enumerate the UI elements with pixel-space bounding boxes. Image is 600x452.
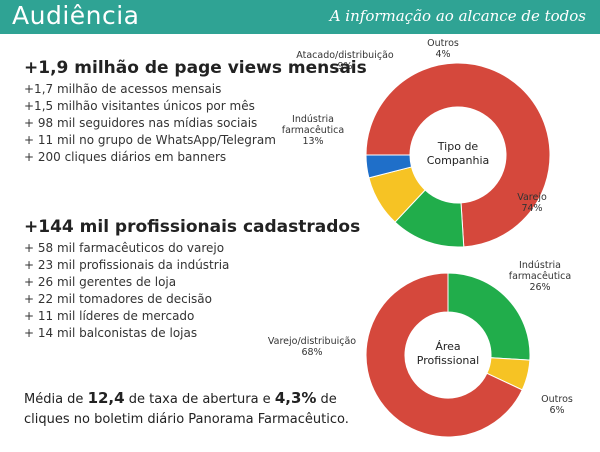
slice-value-label: 4% — [435, 49, 450, 60]
donut-slice — [368, 166, 426, 223]
list-item: + 26 mil gerentes de loja — [24, 275, 177, 289]
list-item: + 22 mil tomadores de decisão — [24, 292, 212, 306]
donut-slice — [486, 357, 531, 391]
donut-center-label: Área — [435, 340, 460, 353]
professionals-heading: +144 mil profissionais cadastrados — [24, 217, 361, 237]
footer-text-post: de cliques no boletim diário Panorama Fa… — [24, 392, 349, 427]
donut-hole — [410, 107, 506, 203]
header-bar: Audiência A informação ao alcance de tod… — [0, 0, 600, 34]
list-item: +1,7 milhão de acessos mensais — [24, 82, 222, 96]
click-rate-value: 4,3% — [274, 389, 317, 407]
slice-label: farmacêutica — [509, 271, 571, 282]
list-item: + 14 mil balconistas de lojas — [24, 326, 198, 340]
slice-label: Outros — [427, 38, 459, 49]
slice-value-label: 6% — [549, 405, 564, 416]
slice-label: Outros — [541, 394, 573, 405]
professionals-block: +144 mil profissionais cadastrados + 58 … — [24, 217, 360, 342]
list-item: + 200 cliques diários em banners — [24, 150, 227, 164]
slice-label: Indústria — [519, 260, 561, 271]
newsletter-stats: Média de 12,4 de taxa de abertura e 4,3%… — [24, 388, 354, 430]
professionals-list: + 58 mil farmacêuticos do varejo + 23 mi… — [24, 240, 360, 342]
slice-value-label: 26% — [529, 282, 550, 293]
slice-label: Varejo — [517, 192, 547, 203]
list-item: +1,5 milhão visitantes únicos por mês — [24, 99, 255, 113]
footer-text-mid: de taxa de abertura e — [124, 392, 275, 407]
open-rate-value: 12,4 — [87, 389, 125, 407]
footer-text-pre: Média de — [24, 392, 88, 407]
tagline: A informação ao alcance de todos — [329, 7, 586, 25]
list-item: + 58 mil farmacêuticos do varejo — [24, 241, 225, 255]
donut-center-label: Profissional — [417, 354, 479, 367]
donut-slice — [394, 189, 465, 248]
donut-slice — [365, 154, 413, 179]
donut-slice — [365, 62, 551, 248]
donut-center-label: Tipo de — [437, 140, 479, 153]
slice-value-label: 68% — [301, 347, 322, 358]
slice-value-label: 74% — [521, 203, 542, 214]
donut-hole — [405, 312, 491, 398]
donut-slice — [447, 272, 531, 361]
page-views-list: +1,7 milhão de acessos mensais +1,5 milh… — [24, 81, 367, 166]
donut-center-label: Companhia — [427, 154, 490, 167]
page-views-heading: +1,9 milhão de page views mensais — [24, 58, 367, 78]
donut-slice — [365, 272, 523, 438]
page-views-block: +1,9 milhão de page views mensais +1,7 m… — [24, 58, 367, 166]
list-item: + 11 mil no grupo de WhatsApp/Telegram — [24, 133, 276, 147]
list-item: + 98 mil seguidores nas mídias sociais — [24, 116, 258, 130]
page-title: Audiência — [12, 1, 140, 30]
list-item: + 11 mil líderes de mercado — [24, 309, 195, 323]
list-item: + 23 mil profissionais da indústria — [24, 258, 230, 272]
